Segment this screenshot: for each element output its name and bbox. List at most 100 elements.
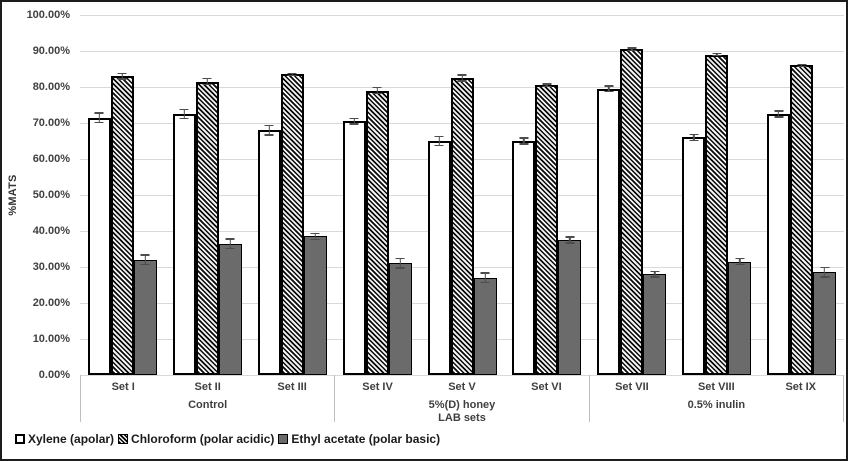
error-bar-capb bbox=[604, 90, 614, 93]
bar-white-8 bbox=[682, 137, 706, 375]
error-bar-capt bbox=[820, 267, 830, 269]
bar-hatch-6 bbox=[535, 85, 559, 375]
error-bar bbox=[650, 270, 660, 278]
error-bar-capb bbox=[774, 116, 784, 118]
set-label: Set VII bbox=[615, 381, 649, 393]
error-bar-stem bbox=[823, 267, 826, 278]
error-bar bbox=[627, 47, 637, 51]
bars-layer bbox=[80, 15, 844, 375]
error-bar-capb bbox=[395, 267, 405, 269]
set-column-set-v bbox=[420, 15, 505, 375]
error-bar bbox=[797, 63, 807, 68]
error-bar-stem bbox=[353, 117, 355, 125]
gridline bbox=[80, 15, 844, 16]
bar-hatch-7 bbox=[620, 49, 644, 375]
error-bar-capb bbox=[179, 118, 189, 120]
y-tick-label: 0.00% bbox=[38, 369, 70, 381]
error-bar-capb bbox=[689, 139, 699, 141]
bar-gray-6 bbox=[558, 240, 582, 375]
set-label: Set I bbox=[111, 381, 135, 393]
bar-wrap bbox=[427, 15, 451, 375]
error-bar-capt bbox=[774, 110, 784, 112]
error-bar-capt bbox=[797, 63, 807, 65]
set-column-set-iv bbox=[335, 15, 420, 375]
y-tick-label: 60.00% bbox=[32, 153, 70, 165]
bar-hatch-3 bbox=[280, 74, 304, 375]
legend-item: Ethyl acetate (polar basic) bbox=[278, 432, 440, 446]
error-bar-capb bbox=[457, 80, 467, 82]
error-bar bbox=[179, 108, 189, 120]
gridline bbox=[80, 51, 844, 52]
error-bar-capb bbox=[264, 134, 274, 136]
error-bar-capt bbox=[225, 238, 235, 240]
error-bar-capb bbox=[712, 55, 722, 57]
y-axis-tick-labels: 0.00% 10.00% 20.00% 30.00% 40.00% 50.00% 60.00… bbox=[2, 9, 72, 381]
set-column-set-ix bbox=[759, 15, 844, 375]
legend-label: Xylene (apolar) bbox=[28, 432, 115, 446]
error-bar bbox=[434, 135, 444, 147]
error-bar-stem bbox=[314, 232, 316, 240]
bar-wrap bbox=[342, 15, 366, 375]
error-bar-stem bbox=[399, 258, 401, 269]
error-bar bbox=[820, 267, 830, 278]
error-bar-stem bbox=[715, 52, 718, 57]
error-bar-capb bbox=[480, 281, 490, 284]
set-label: Set IX bbox=[785, 381, 817, 393]
bar-hatch-4 bbox=[365, 90, 389, 375]
error-bar-capb bbox=[202, 83, 212, 86]
error-bar-capt bbox=[604, 85, 614, 87]
bar-wrap bbox=[597, 15, 621, 375]
error-bar bbox=[225, 238, 235, 249]
error-bar-stem bbox=[183, 108, 186, 120]
error-bar bbox=[604, 85, 614, 93]
error-bar bbox=[774, 110, 784, 118]
error-bar bbox=[94, 112, 104, 123]
y-tick-label: 50.00% bbox=[32, 189, 70, 201]
error-bar-stem bbox=[291, 72, 293, 77]
error-bar-capb bbox=[565, 242, 575, 244]
bar-gray-9 bbox=[813, 272, 837, 375]
error-bar-capt bbox=[349, 117, 359, 119]
legend-label: Ethyl acetate (polar basic) bbox=[291, 432, 441, 446]
bar-white-7 bbox=[597, 88, 621, 375]
bar-white-2 bbox=[172, 114, 196, 375]
error-bar-stem bbox=[438, 135, 440, 147]
bar-wrap bbox=[195, 15, 219, 375]
error-bar bbox=[480, 272, 490, 284]
bar-wrap bbox=[388, 15, 412, 375]
bar-wrap bbox=[790, 15, 814, 375]
bar-wrap bbox=[87, 15, 111, 375]
error-bar-capt bbox=[202, 78, 212, 80]
set-column-set-viii bbox=[674, 15, 759, 375]
set-label: Set IV bbox=[362, 381, 393, 393]
error-bar-capt bbox=[457, 74, 467, 76]
legend-label: Chloroform (polar acidic) bbox=[131, 432, 275, 446]
bar-wrap bbox=[257, 15, 281, 375]
bar-hatch-5 bbox=[450, 78, 474, 375]
bar-gray-2 bbox=[218, 243, 242, 375]
set-label-row: Set IV Set V Set VI bbox=[335, 375, 588, 399]
error-bar-capt bbox=[434, 135, 444, 137]
error-bar bbox=[735, 258, 745, 266]
error-bar-stem bbox=[777, 110, 780, 118]
bar-hatch-8 bbox=[705, 54, 729, 375]
set-label: Set VI bbox=[531, 381, 562, 393]
error-bar-stem bbox=[121, 72, 124, 80]
legend-item: Chloroform (polar acidic) bbox=[118, 432, 274, 446]
error-bar-stem bbox=[546, 83, 548, 87]
y-tick-label: 40.00% bbox=[32, 225, 70, 237]
error-bar bbox=[565, 236, 575, 244]
bar-wrap bbox=[365, 15, 389, 375]
error-bar-capb bbox=[735, 263, 745, 266]
legend-swatch-white-icon bbox=[15, 434, 25, 444]
error-bar bbox=[457, 74, 467, 82]
error-bar-capb bbox=[349, 123, 359, 125]
error-bar-capt bbox=[140, 254, 150, 256]
error-bar-stem bbox=[206, 78, 209, 86]
error-bar-capb bbox=[627, 49, 637, 51]
error-bar bbox=[287, 72, 297, 77]
error-bar-capb bbox=[434, 145, 444, 147]
bar-wrap bbox=[450, 15, 474, 375]
y-tick-label: 10.00% bbox=[32, 333, 70, 345]
